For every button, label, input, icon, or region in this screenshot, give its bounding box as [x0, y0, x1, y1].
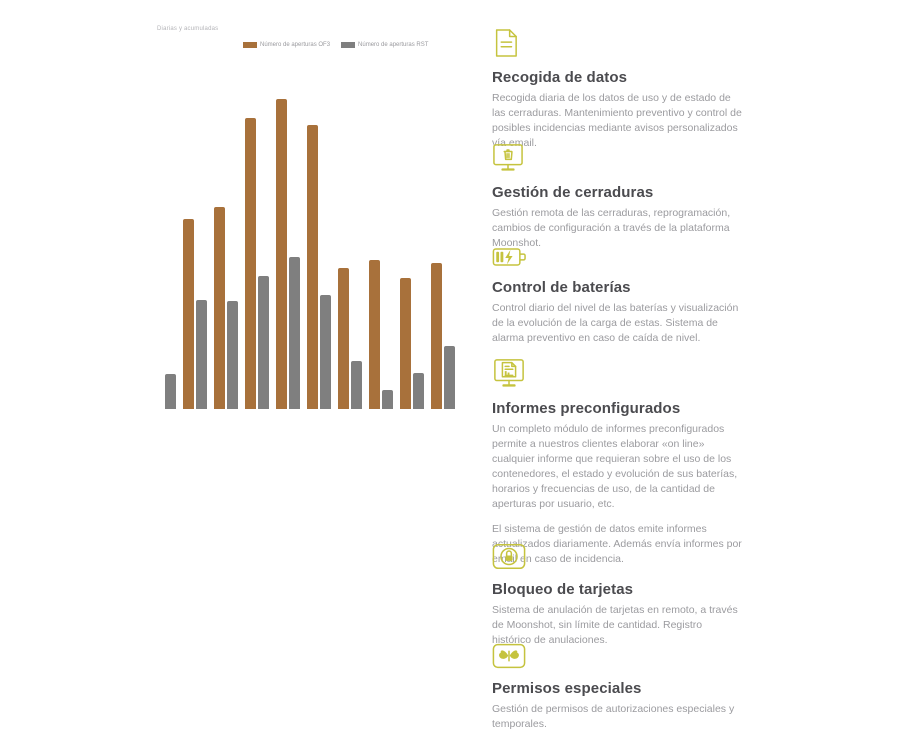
butterfly-icon [492, 643, 744, 674]
bar [431, 263, 442, 409]
feature-text: El sistema de gestión de datos emite inf… [492, 523, 742, 565]
feature-text: Un completo módulo de informes preconfig… [492, 423, 738, 510]
feature-permisos-especiales: Permisos especiales Gestión de permisos … [492, 643, 744, 742]
legend-item-of3: Número de aperturas OF3 [243, 42, 330, 48]
bar-group [183, 99, 207, 409]
chart-title: Diarias y acumuladas [157, 26, 219, 32]
feature-informes-preconfigurados: Informes preconfigurados Un completo mód… [492, 357, 744, 577]
legend-label: Número de aperturas RST [358, 42, 429, 48]
feature-title: Informes preconfigurados [492, 400, 681, 417]
legend-item-rst: Número de aperturas RST [341, 42, 428, 48]
feature-gestion-de-cerraduras: Gestión de cerraduras Gestión remota de … [492, 143, 744, 261]
feature-text: Recogida diaria de los datos de uso y de… [492, 92, 742, 149]
feature-text: Control diario del nivel de las baterías… [492, 302, 739, 344]
bar [245, 118, 256, 409]
bar [307, 125, 318, 409]
feature-title: Recogida de datos [492, 69, 628, 86]
feature-title: Control de baterías [492, 279, 631, 296]
bar [258, 276, 269, 409]
bar-group [307, 99, 331, 409]
bar-group [214, 99, 238, 409]
bar [165, 374, 176, 409]
legend-swatch-gray [341, 42, 356, 48]
bar [369, 260, 380, 409]
bar [320, 295, 331, 409]
monitor-trash-icon [492, 143, 744, 178]
battery-charging-icon [492, 246, 744, 273]
card-lock-icon [492, 543, 744, 575]
bar-plot [152, 99, 455, 409]
document-icon [492, 28, 744, 63]
bar-group [152, 99, 176, 409]
legend-swatch-brown [243, 42, 257, 48]
bar [196, 300, 207, 409]
feature-text: Gestión de permisos de autorizaciones es… [492, 703, 735, 730]
bar-group [431, 99, 455, 409]
feature-text: Gestión remota de las cerraduras, reprog… [492, 207, 731, 249]
bar [400, 278, 411, 409]
feature-control-de-baterias: Control de baterías Control diario del n… [492, 246, 744, 356]
bar [227, 301, 238, 409]
monitor-report-icon [492, 357, 744, 394]
legend-label: Número de aperturas OF3 [260, 42, 331, 48]
bar-group [369, 99, 393, 409]
bar-group [338, 99, 362, 409]
bar [289, 257, 300, 409]
bar [382, 390, 393, 409]
bar [444, 346, 455, 409]
feature-title: Gestión de cerraduras [492, 184, 654, 201]
feature-title: Bloqueo de tarjetas [492, 581, 634, 598]
feature-recogida-de-datos: Recogida de datos Recogida diaria de los… [492, 28, 744, 161]
bar [276, 99, 287, 409]
feature-bloqueo-de-tarjetas: Bloqueo de tarjetas Sistema de anulación… [492, 543, 744, 658]
bar-group [245, 99, 269, 409]
chart-legend: Número de aperturas OF3 Número de apertu… [243, 42, 428, 48]
bar [338, 268, 349, 409]
feature-title: Permisos especiales [492, 680, 642, 697]
bar [351, 361, 362, 409]
bar-group [400, 99, 424, 409]
bar [183, 219, 194, 409]
feature-text: Sistema de anulación de tarjetas en remo… [492, 604, 738, 646]
openings-chart: Diarias y acumuladas Número de aperturas… [0, 0, 470, 430]
bar [214, 207, 225, 409]
bar-group [276, 99, 300, 409]
bar [413, 373, 424, 409]
